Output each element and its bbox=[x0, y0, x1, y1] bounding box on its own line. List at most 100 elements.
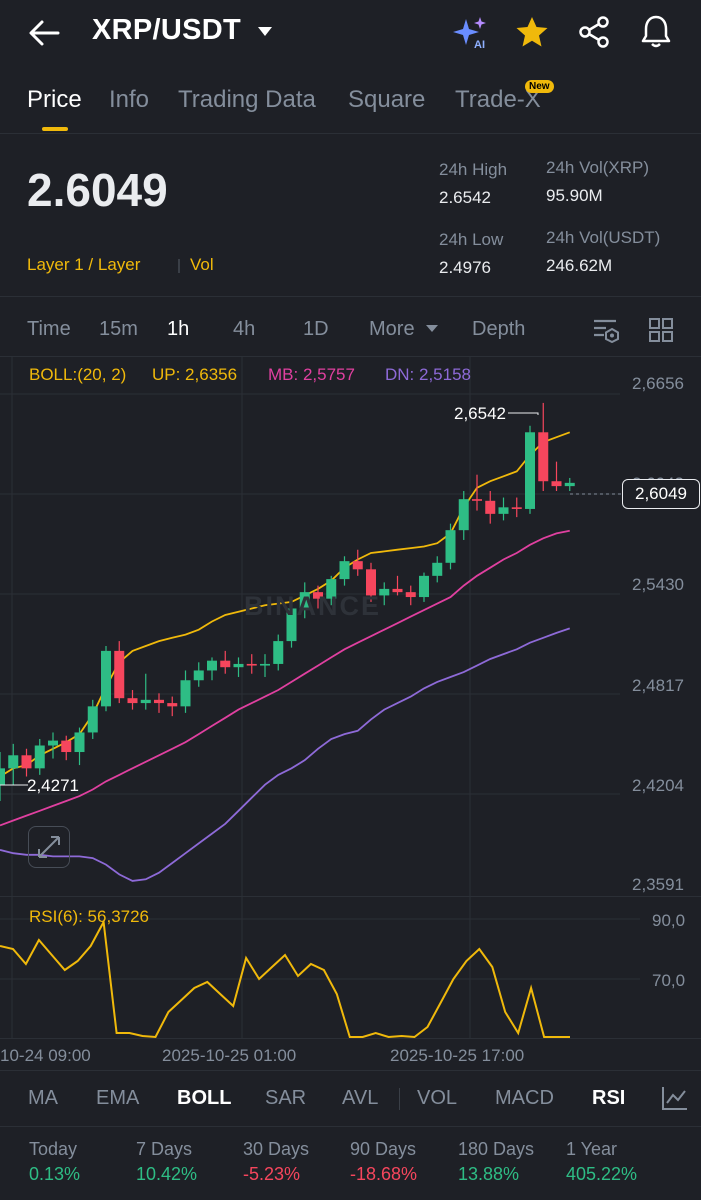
candle-body bbox=[260, 663, 270, 666]
candle-body bbox=[0, 768, 5, 785]
candle-body bbox=[127, 698, 138, 704]
indicator-settings-icon[interactable] bbox=[661, 1085, 689, 1111]
ai-sparkle-icon[interactable]: AI bbox=[452, 15, 490, 51]
tf-15m[interactable]: 15m bbox=[99, 318, 138, 340]
candle-body bbox=[286, 608, 297, 642]
perf-label-7d: 7 Days bbox=[136, 1139, 193, 1159]
candle-body bbox=[339, 561, 350, 580]
indicator-macd[interactable]: MACD bbox=[495, 1087, 554, 1109]
price-axis-label: 2,3591 bbox=[632, 875, 684, 894]
perf-value-today: 0.13% bbox=[29, 1164, 81, 1184]
candle-body bbox=[485, 500, 496, 514]
tf-4h[interactable]: 4h bbox=[233, 318, 256, 340]
rsi-axis-label: 70,0 bbox=[652, 971, 686, 990]
pair-dropdown-caret-icon[interactable] bbox=[258, 27, 272, 36]
high-marker-leader bbox=[508, 412, 539, 415]
candle-body bbox=[48, 740, 58, 746]
candle-body bbox=[273, 641, 284, 664]
candle-body bbox=[246, 663, 257, 666]
divider bbox=[0, 1070, 701, 1071]
tf-depth[interactable]: Depth bbox=[472, 318, 526, 340]
candle-body bbox=[207, 660, 217, 671]
expand-icon bbox=[38, 836, 60, 858]
candle-body bbox=[34, 745, 45, 769]
candle-body bbox=[233, 663, 244, 668]
boll-mb-line bbox=[0, 529, 570, 827]
candle-body bbox=[432, 562, 443, 576]
time-axis-label: 2025-10-25 01:00 bbox=[162, 1046, 297, 1065]
tab-info[interactable]: Info bbox=[109, 86, 150, 113]
active-tab-indicator bbox=[42, 127, 68, 131]
price-axis-label: 2,5430 bbox=[632, 575, 684, 594]
indicator-ema[interactable]: EMA bbox=[96, 1087, 140, 1109]
perf-label-90d: 90 Days bbox=[350, 1139, 417, 1159]
pair-title[interactable]: XRP/USDT bbox=[92, 14, 242, 46]
perf-value-1y: 405.22% bbox=[566, 1164, 638, 1184]
boll-up-value: UP: 2,6356 bbox=[152, 365, 238, 384]
boll-dn-line bbox=[0, 627, 571, 882]
indicator-avl[interactable]: AVL bbox=[342, 1087, 379, 1109]
candle-body bbox=[21, 755, 32, 769]
current-price-tag: 2,6049 bbox=[622, 479, 700, 509]
candle-body bbox=[551, 481, 562, 487]
tf-1d[interactable]: 1D bbox=[303, 318, 329, 340]
tab-trading-data[interactable]: Trading Data bbox=[178, 86, 316, 113]
indicator-ma[interactable]: MA bbox=[28, 1087, 58, 1109]
boll-label: BOLL:(20, 2) bbox=[29, 365, 127, 384]
indicator-divider bbox=[399, 1088, 400, 1110]
low-label: 24h Low bbox=[439, 230, 504, 249]
chart-settings-icon[interactable] bbox=[592, 317, 620, 343]
perf-label-180d: 180 Days bbox=[458, 1139, 535, 1159]
high-marker-label: 2,6542 bbox=[454, 404, 506, 423]
candle-body bbox=[392, 588, 403, 593]
price-axis-label: 2,4204 bbox=[632, 776, 684, 795]
star-icon[interactable] bbox=[515, 16, 549, 48]
category-tag-vol[interactable]: Vol bbox=[190, 255, 214, 274]
tf-more[interactable]: More bbox=[369, 318, 415, 340]
rsi-grid bbox=[0, 897, 640, 1039]
candle-body bbox=[352, 561, 363, 570]
time-axis-label: 2025-10-25 17:00 bbox=[390, 1046, 525, 1065]
candle-body bbox=[154, 699, 164, 704]
share-icon[interactable] bbox=[577, 16, 611, 48]
indicator-boll[interactable]: BOLL bbox=[177, 1087, 232, 1109]
divider bbox=[0, 1038, 701, 1039]
perf-value-30d: -5.23% bbox=[243, 1164, 301, 1184]
candle-body bbox=[538, 432, 549, 482]
candle-body bbox=[405, 592, 416, 598]
perf-label-30d: 30 Days bbox=[243, 1139, 310, 1159]
tf-time[interactable]: Time bbox=[27, 318, 71, 340]
low-marker-label: 2,4271 bbox=[27, 776, 79, 795]
tf-1h[interactable]: 1h bbox=[167, 318, 190, 340]
candle-body bbox=[366, 569, 376, 596]
rsi-label: RSI(6): 56,3726 bbox=[29, 907, 150, 926]
indicator-sar[interactable]: SAR bbox=[265, 1087, 307, 1109]
candle-body bbox=[61, 740, 72, 753]
candle-body bbox=[472, 499, 482, 501]
candle-body bbox=[445, 530, 456, 563]
tab-price[interactable]: Price bbox=[27, 86, 82, 113]
perf-value-180d: 13.88% bbox=[458, 1164, 520, 1184]
candle-body bbox=[193, 670, 204, 681]
vol-quote-label: 24h Vol(USDT) bbox=[546, 228, 661, 247]
category-tag-layer[interactable]: Layer 1 / Layer bbox=[27, 255, 141, 274]
rsi-chart[interactable] bbox=[0, 897, 701, 1039]
tab-square[interactable]: Square bbox=[348, 86, 426, 113]
divider bbox=[0, 896, 701, 897]
candles bbox=[0, 402, 575, 801]
candlestick-chart[interactable] bbox=[0, 357, 701, 897]
main-tabs: Price Info Trading Data Square Trade-X bbox=[0, 72, 701, 134]
ai-badge-text: AI bbox=[474, 39, 485, 51]
layout-grid-icon[interactable] bbox=[648, 317, 674, 343]
back-arrow-icon[interactable] bbox=[28, 18, 60, 48]
candle-body bbox=[101, 650, 111, 707]
tag-divider bbox=[178, 259, 180, 273]
candle-body bbox=[313, 592, 323, 599]
indicator-rsi[interactable]: RSI bbox=[592, 1087, 626, 1109]
bell-icon[interactable] bbox=[640, 14, 672, 48]
indicator-vol[interactable]: VOL bbox=[417, 1087, 458, 1109]
exchange-watermark: BINANCE bbox=[244, 591, 382, 621]
divider bbox=[0, 356, 701, 357]
boll-dn-value: DN: 2,5158 bbox=[385, 365, 471, 384]
fullscreen-button[interactable] bbox=[28, 826, 70, 868]
